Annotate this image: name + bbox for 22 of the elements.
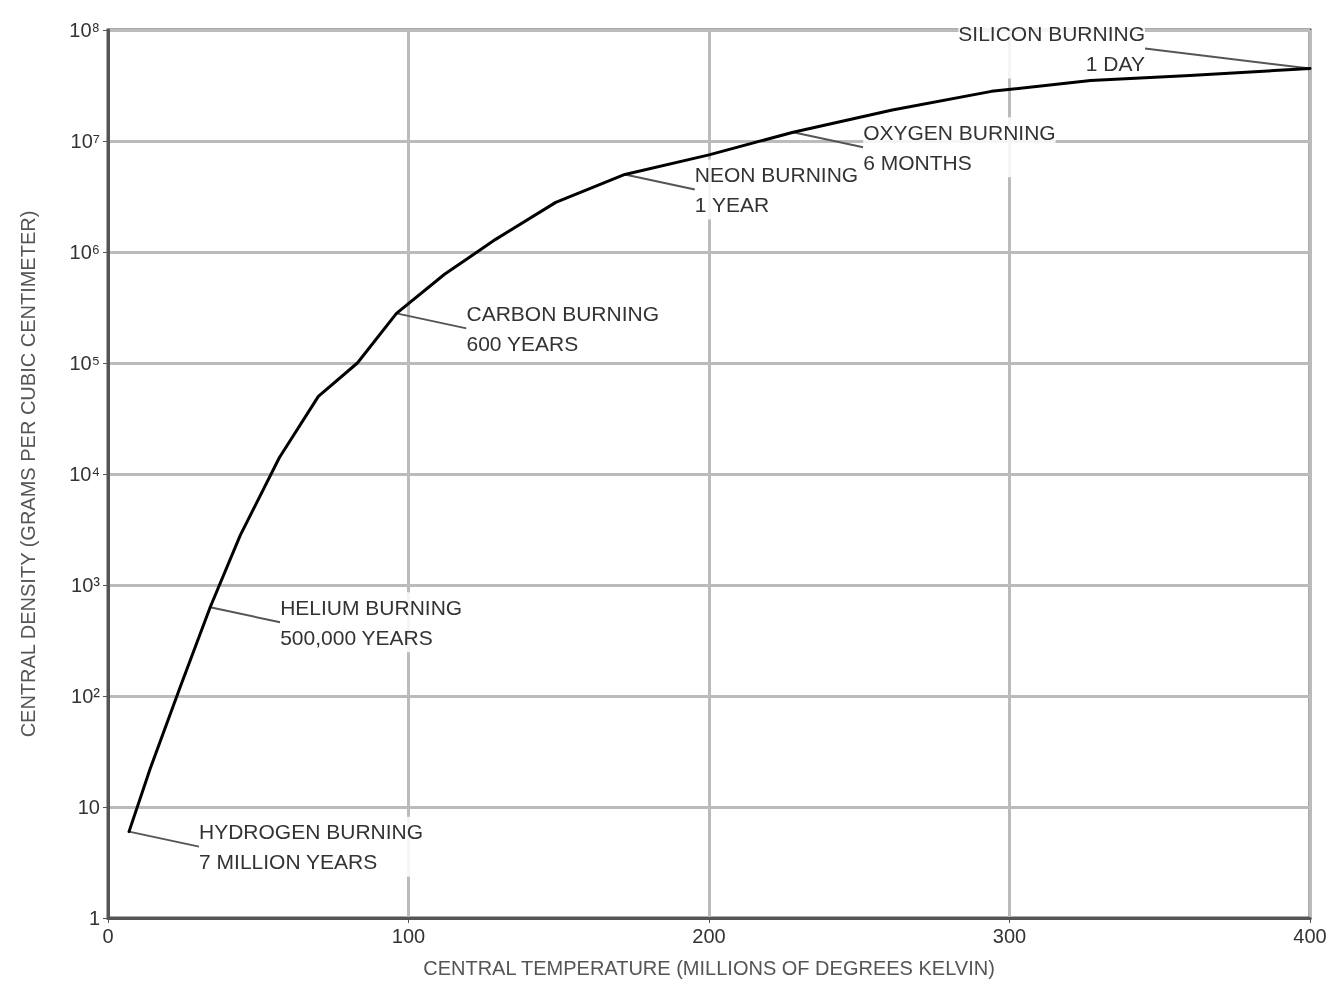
y-tick-label: 10 bbox=[77, 796, 100, 818]
x-tick-label: 300 bbox=[992, 925, 1027, 947]
y-tick-label: 10³ bbox=[71, 574, 101, 596]
annotation: SILICON BURNING 1 DAY bbox=[958, 21, 1145, 75]
annotation: OXYGEN BURNING 6 MONTHS bbox=[863, 120, 1056, 174]
y-tick-label: 1 bbox=[88, 907, 100, 929]
annotation: HELIUM BURNING 500,000 YEARS bbox=[280, 595, 463, 649]
y-tick-label: 10⁷ bbox=[70, 130, 100, 152]
x-tick-label: 200 bbox=[692, 925, 726, 947]
annotation: HYDROGEN BURNING 7 MILLION YEARS bbox=[199, 820, 424, 874]
x-axis-title: CENTRAL TEMPERATURE (MILLIONS OF DEGREES KELVIN) bbox=[423, 957, 995, 979]
y-tick-label: 10⁴ bbox=[69, 463, 100, 485]
y-tick-label: 10² bbox=[71, 685, 101, 707]
y-axis-title: CENTRAL DENSITY (GRAMS PER CUBIC CENTIMETER) bbox=[17, 210, 39, 738]
x-tick-label: 400 bbox=[1293, 925, 1327, 947]
annotation: NEON BURNING 1 YEAR bbox=[694, 162, 859, 216]
annotation: CARBON BURNING 600 YEARS bbox=[466, 301, 660, 355]
y-tick-label: 10⁶ bbox=[69, 241, 100, 263]
x-tick-label: 0 bbox=[102, 925, 114, 947]
x-tick-label: 100 bbox=[391, 925, 426, 947]
y-tick-label: 10⁵ bbox=[69, 352, 100, 374]
y-tick-label: 10⁸ bbox=[69, 19, 100, 41]
